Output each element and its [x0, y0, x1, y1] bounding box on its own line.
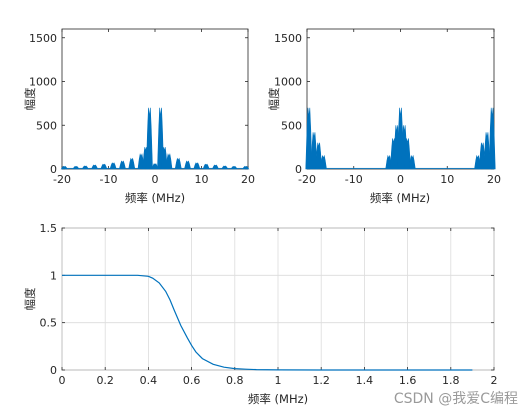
x-tick-label: -10 [345, 173, 363, 186]
x-tick-label: -20 [53, 173, 71, 186]
x-tick-label: 2 [491, 374, 498, 387]
x-tick-label: 0 [59, 374, 66, 387]
y-tick-label: 0 [295, 163, 302, 176]
spectrum-left-panel: -20 -10 0 10 20 0 500 1000 1500 频率 (MHz) 幅度 [23, 28, 255, 205]
filter-response-ylabel: 幅度 [23, 287, 37, 310]
x-tick-label: 1.4 [356, 374, 374, 387]
y-tick-label: 0 [50, 364, 57, 377]
x-tick-label: 1 [275, 374, 282, 387]
spectrum-right-ylabel: 幅度 [267, 87, 281, 110]
filter-response-line [62, 274, 473, 371]
x-tick-label: 0 [397, 173, 404, 186]
x-tick-label: -10 [100, 173, 118, 186]
x-tick-label: 1.6 [399, 374, 417, 387]
x-tick-label: 10 [195, 173, 209, 186]
spectrum-baseline-band [63, 167, 247, 169]
x-tick-label: -20 [298, 173, 316, 186]
y-tick-label: 1000 [274, 76, 302, 89]
x-tick-label: 1.2 [312, 374, 330, 387]
x-tick-label: 0 [152, 173, 159, 186]
x-tick-label: 1.8 [442, 374, 460, 387]
spectrum-left-axes-box [61, 28, 249, 170]
x-tick-label: 10 [440, 173, 454, 186]
spectrum-peak [128, 157, 136, 170]
spectrum-right-panel: -20 -10 0 10 20 0 500 1000 1500 频率 (MHz) 幅度 [267, 28, 501, 205]
watermark: CSDN @我爱C编程 [394, 391, 518, 407]
x-tick-label: 0.6 [183, 374, 201, 387]
spectrum-peak [165, 153, 173, 170]
y-tick-label: 0.5 [40, 317, 58, 330]
filter-response-panel: 0 0.2 0.4 0.6 0.8 1 1.2 1.4 1.6 1.8 2 0 0.5 1 1.5 频率 (… [23, 222, 498, 406]
x-tick-label: 20 [487, 173, 501, 186]
y-tick-label: 0 [50, 163, 57, 176]
y-tick-label: 500 [281, 119, 302, 132]
spectrum-left-xlabel: 频率 (MHz) [125, 191, 185, 205]
spectrum-peak [319, 154, 327, 170]
y-tick-label: 1.5 [40, 222, 58, 235]
spectrum-baseline-band [308, 167, 493, 169]
x-tick-label: 0.4 [140, 374, 158, 387]
x-tick-label: 0.2 [96, 374, 114, 387]
spectrum-peak [488, 107, 496, 170]
spectrum-peak [174, 157, 182, 170]
y-tick-label: 1000 [29, 76, 57, 89]
x-tick-label: 20 [241, 173, 255, 186]
y-tick-label: 1500 [274, 32, 302, 45]
spectrum-right-xlabel: 频率 (MHz) [370, 191, 430, 205]
y-tick-label: 500 [36, 119, 57, 132]
spectrum-left-ylabel: 幅度 [23, 87, 37, 110]
y-tick-label: 1500 [29, 32, 57, 45]
filter-response-xlabel: 频率 (MHz) [248, 392, 308, 406]
x-tick-label: 0.8 [226, 374, 244, 387]
spectrum-peak [408, 154, 416, 170]
spectrum-peak [146, 107, 153, 170]
y-tick-label: 1 [50, 269, 57, 282]
